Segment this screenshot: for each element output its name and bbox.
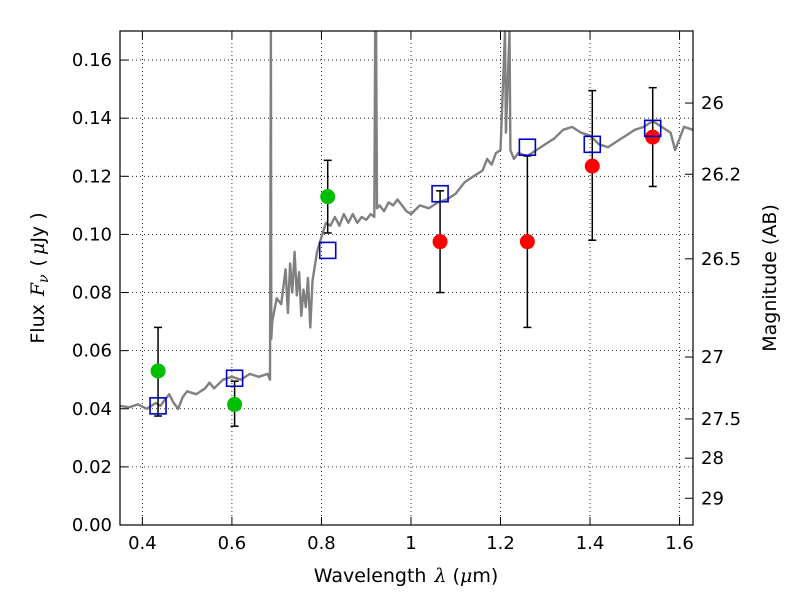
- x-tick-label: 0.4: [128, 533, 157, 554]
- data-point-circle: [519, 234, 535, 250]
- y-tick-label: 0.14: [72, 108, 112, 129]
- data-point-square: [149, 397, 167, 415]
- y2-tick-labels: 26 26.2 26.5 27 27.5 28 29: [701, 93, 741, 509]
- y-tick-label: 0.16: [72, 50, 112, 71]
- y-tick-labels: 0.00 0.02 0.04 0.06 0.08 0.10 0.12 0.14 0.16: [72, 50, 112, 536]
- x-tick-label: 0.8: [307, 533, 336, 554]
- y-tick-label: 0.02: [72, 457, 112, 478]
- data-point-square: [583, 135, 602, 154]
- y2-tick-label: 26.2: [701, 164, 741, 185]
- data-point-circle: [432, 234, 448, 250]
- model-spectrum-layer: [120, 31, 693, 410]
- data-point-circle: [320, 189, 336, 205]
- y-axis-title: FluxFν(μJy ): [27, 212, 52, 343]
- axis-ticks: [120, 31, 693, 526]
- x-tick-labels: 0.4 0.6 0.8 1 1.2 1.4 1.6: [128, 533, 694, 554]
- y-tick-label: 0.12: [72, 166, 112, 187]
- x-tick-label: 1.4: [576, 533, 605, 554]
- y-tick-label: 0.10: [72, 224, 112, 245]
- y2-tick-label: 27.5: [701, 409, 741, 430]
- y2-axis-title: Magnitude (AB): [759, 204, 781, 352]
- x-axis-title: Wavelength λ (μm): [314, 565, 498, 587]
- x-tick-label: 1: [405, 533, 416, 554]
- data-markers: [149, 119, 662, 415]
- data-point-circle: [584, 158, 600, 174]
- y2-tick-label: 26: [701, 93, 724, 114]
- data-point-square: [518, 138, 537, 157]
- y2-tick-label: 27: [701, 347, 724, 368]
- y-tick-label: 0.04: [72, 399, 112, 420]
- y-tick-label: 0.00: [72, 515, 112, 536]
- data-point-circle: [150, 363, 166, 379]
- data-point-square: [431, 184, 449, 203]
- model-spectrum-line: [120, 31, 693, 410]
- y2-tick-label: 28: [701, 448, 724, 469]
- x-tick-label: 1.6: [665, 533, 694, 554]
- data-point-square: [643, 119, 662, 138]
- plot-frame: [119, 30, 694, 526]
- x-tick-label: 1.2: [486, 533, 515, 554]
- y-tick-label: 0.08: [72, 283, 112, 304]
- x-tick-label: 0.6: [218, 533, 247, 554]
- data-point-square: [225, 369, 244, 388]
- y2-tick-label: 29: [701, 488, 724, 509]
- data-point-square: [318, 241, 337, 260]
- y2-tick-label: 26.5: [701, 249, 741, 270]
- y-tick-label: 0.06: [72, 341, 112, 362]
- data-point-circle: [227, 396, 243, 412]
